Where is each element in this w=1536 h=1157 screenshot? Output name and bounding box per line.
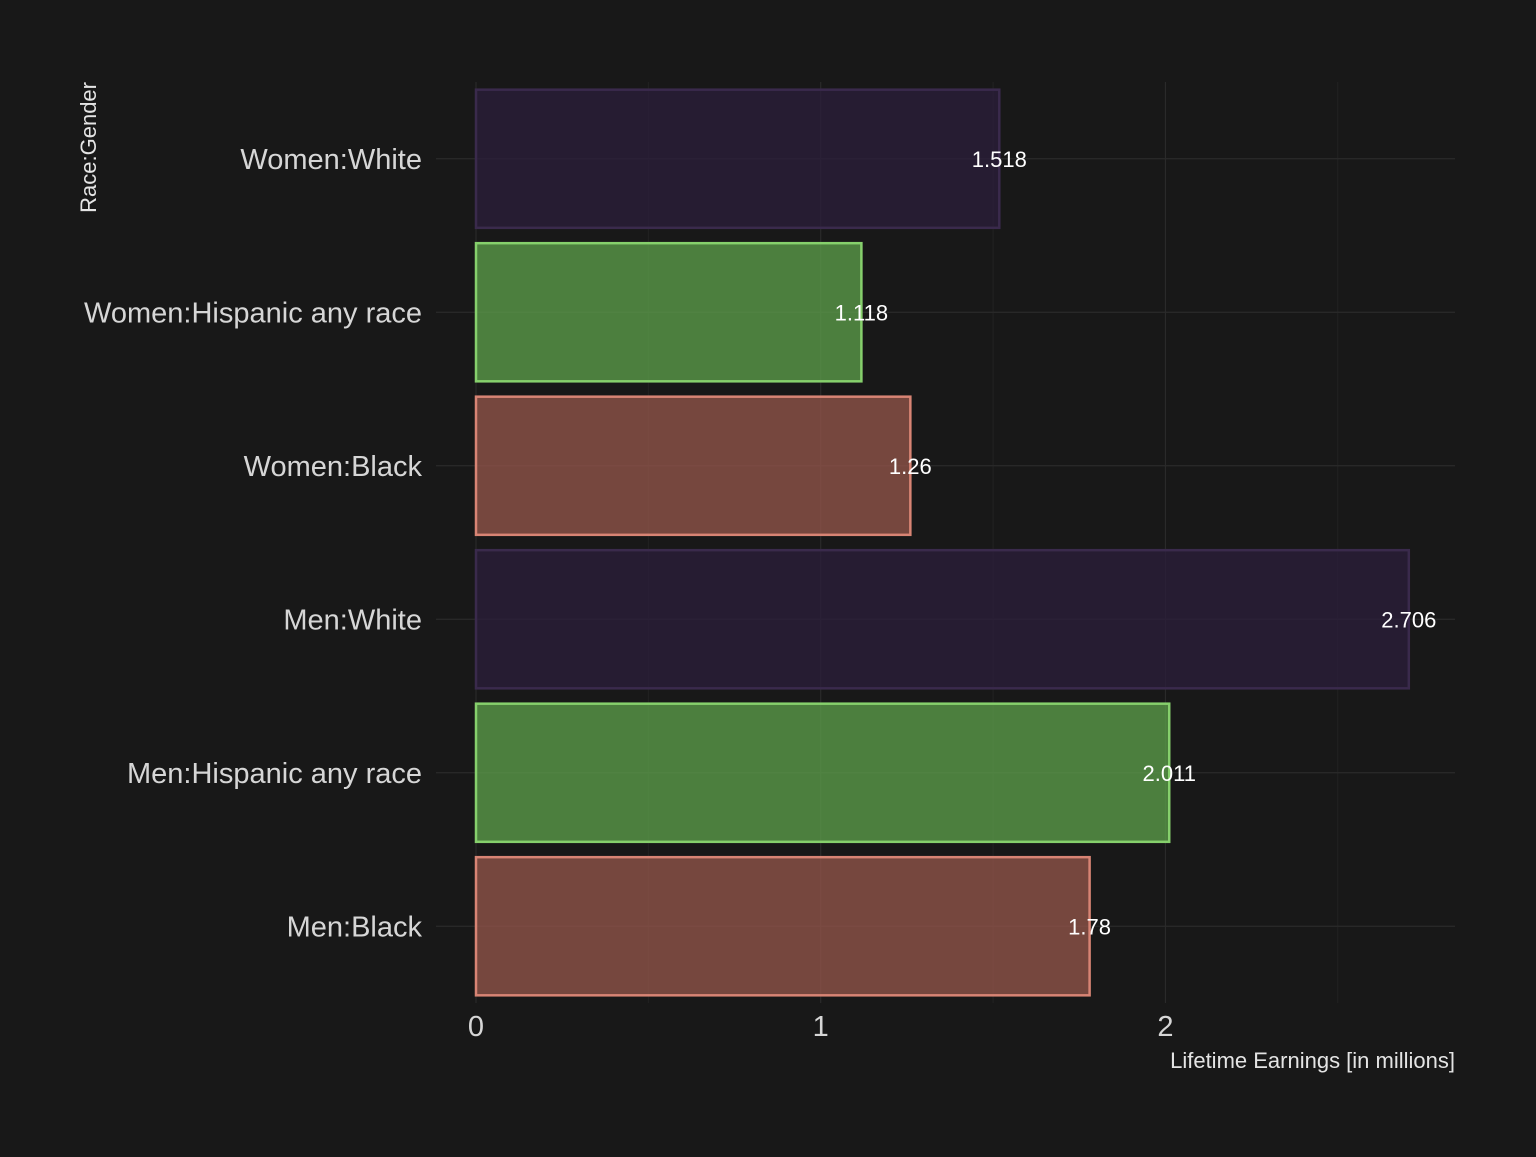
bar-value-label: 1.118 [835,300,888,325]
x-tick-label: 2 [1157,1011,1173,1043]
bars-layer [474,88,1411,997]
bar-value-label: 2.706 [1381,607,1436,632]
y-tick-label: Men:Black [287,911,423,943]
bar-value-label: 1.78 [1068,914,1111,939]
x-tick-label: 0 [468,1011,484,1043]
bar [474,88,1001,230]
bar-value-label: 1.518 [972,147,1027,172]
bar [474,395,912,537]
bar [474,548,1411,690]
x-axis-title: Lifetime Earnings [in millions] [1170,1048,1455,1073]
y-tick-label: Women:White [240,144,422,176]
y-tick-label: Women:Hispanic any race [84,297,422,329]
y-axis-title: Race:Gender [76,82,101,213]
bar-value-label: 1.26 [889,454,932,479]
labels-layer: 1.518 1.118 1.26 2.706 2.011 1.78 [835,147,1437,940]
y-tick-label: Men:White [283,604,422,636]
bar [474,241,863,383]
y-tick-label: Women:Black [244,451,423,483]
bar-value-label: 2.011 [1143,761,1196,786]
x-tick-label: 1 [813,1011,829,1043]
bar [474,855,1091,997]
bar [474,702,1171,844]
y-tick-label: Men:Hispanic any race [127,758,422,790]
ticks-layer: Women:White Women:Hispanic any race Women:… [84,144,1173,1043]
